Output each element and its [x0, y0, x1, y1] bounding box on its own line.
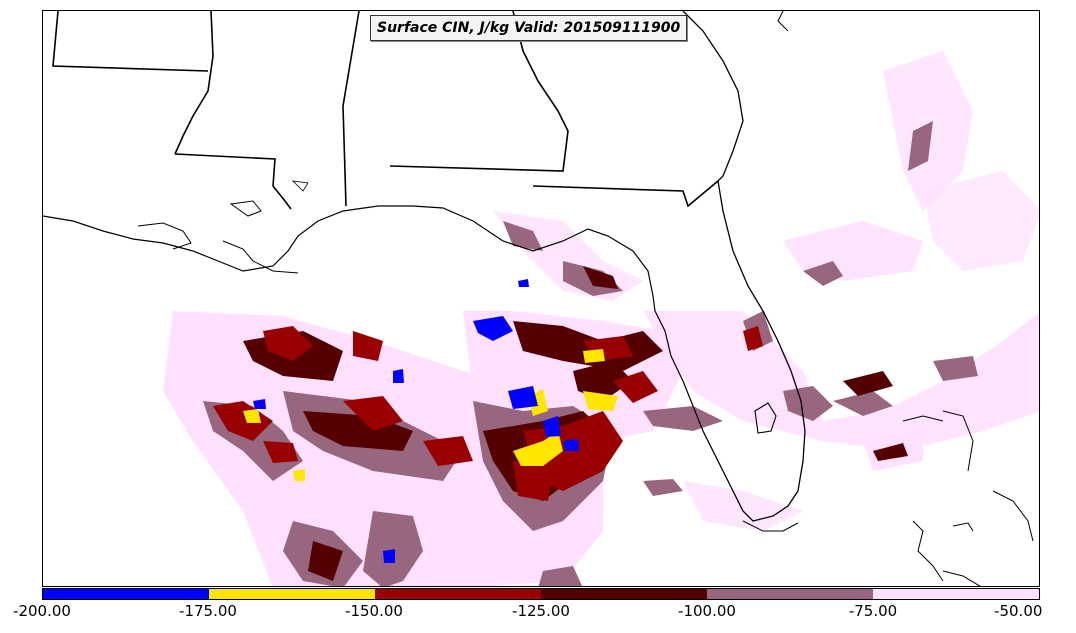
- colorbar-tick-label: -75.00: [848, 602, 898, 620]
- cin-shading: [163, 51, 1039, 586]
- colorbar-segment: [873, 589, 1039, 599]
- map-frame: [42, 10, 1040, 587]
- colorbar-tick-label: -200.00: [13, 602, 71, 620]
- map-title: Surface CIN, J/kg Valid: 201509111900: [370, 15, 688, 41]
- cin-band-light-pink: [163, 51, 1039, 586]
- coastlines-and-borders: [43, 11, 1034, 586]
- colorbar-tick-label: -50.00: [994, 602, 1043, 620]
- colorbar-tick-label: -175.00: [179, 602, 237, 620]
- colorbar-tick-label: -150.00: [345, 602, 403, 620]
- cin-band-yellow: [243, 349, 618, 481]
- cin-band-blue: [253, 279, 579, 563]
- colorbar-segment: [209, 589, 375, 599]
- colorbar-segment: [541, 589, 707, 599]
- colorbar-segment: [707, 589, 873, 599]
- colorbar-tick-label: -125.00: [512, 602, 570, 620]
- map-canvas: [43, 11, 1039, 586]
- colorbar-segment: [43, 589, 209, 599]
- colorbar: [42, 588, 1040, 600]
- colorbar-segment: [375, 589, 541, 599]
- colorbar-tick-label: -100.00: [678, 602, 736, 620]
